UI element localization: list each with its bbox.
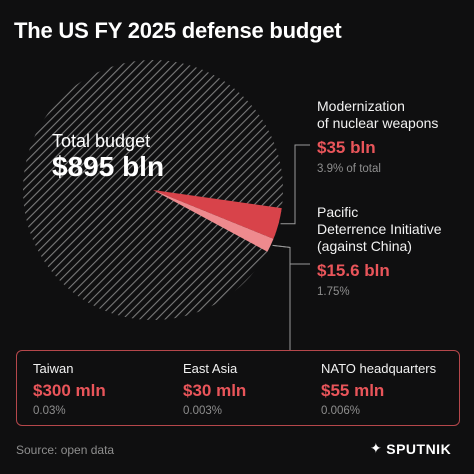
breakdown-nato-share: 0.006% — [321, 405, 361, 417]
callout-pacific-value: $15.6 bln — [317, 261, 390, 280]
breakdown-nato: NATO headquarters $55 mln 0.006% — [321, 361, 436, 417]
breakdown-east-asia-value: $30 mln — [183, 381, 247, 400]
callout-pacific: Pacific Deterrence Initiative (against C… — [317, 204, 442, 298]
breakdown-taiwan-value: $300 mln — [33, 381, 106, 400]
breakdown-east-asia-share: 0.003% — [183, 405, 223, 417]
leader-line-pacific — [272, 244, 310, 265]
chart-title: The US FY 2025 defense budget — [14, 18, 342, 43]
callout-pacific-share: 1.75% — [317, 286, 350, 298]
pie-slice-pacific — [153, 190, 274, 252]
breakdown-taiwan: Taiwan $300 mln 0.03% — [33, 361, 106, 417]
leader-line-nuclear — [280, 144, 310, 225]
leader-line-breakdown — [272, 244, 291, 350]
callout-nuclear-value: $35 bln — [317, 138, 376, 157]
breakdown-east-asia-name: East Asia — [183, 361, 238, 376]
breakdown-panel: Taiwan $300 mln 0.03% East Asia $30 mln … — [16, 350, 460, 426]
sputnik-logo-icon: ✦ — [370, 440, 383, 456]
pie-slice-nuclear — [153, 190, 282, 239]
callout-nuclear: Modernization of nuclear weapons $35 bln… — [317, 98, 438, 175]
callout-nuclear-name: Modernization of nuclear weapons — [317, 98, 439, 131]
breakdown-taiwan-name: Taiwan — [33, 361, 74, 376]
callout-nuclear-share: 3.9% of total — [317, 163, 381, 175]
breakdown-east-asia: East Asia $30 mln 0.003% — [183, 361, 246, 417]
brand-name: SPUTNIK — [386, 440, 452, 457]
breakdown-nato-name: NATO headquarters — [321, 361, 437, 376]
source-note: Source: open data — [16, 443, 115, 457]
total-budget-label: Total budget — [52, 131, 151, 151]
callout-pacific-name: Pacific Deterrence Initiative (against C… — [317, 204, 442, 254]
brand: ✦ SPUTNIK — [370, 440, 451, 457]
total-budget-value: $895 bln — [52, 151, 165, 182]
breakdown-taiwan-share: 0.03% — [33, 405, 66, 417]
breakdown-nato-value: $55 mln — [321, 381, 385, 400]
